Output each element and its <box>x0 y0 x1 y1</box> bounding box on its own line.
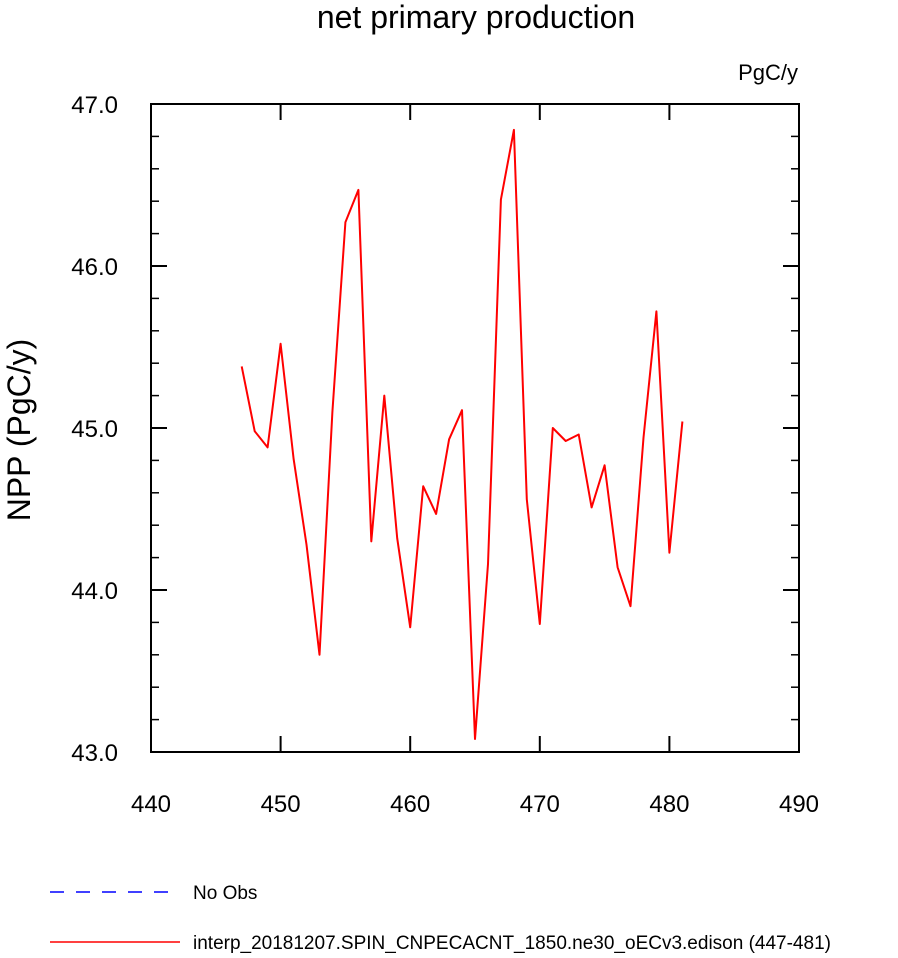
plot-frame <box>150 103 800 753</box>
legend-label: interp_20181207.SPIN_CNPECACNT_1850.ne30… <box>193 933 831 954</box>
legend-label: No Obs <box>193 883 257 904</box>
ticks-layer <box>150 103 800 753</box>
x-tick-label: 490 <box>779 791 819 818</box>
tick-labels-layer: 440 450 460 470 480 490 43.0 44.0 45.0 46.0 47.0 <box>71 92 819 818</box>
y-tick-label: 45.0 <box>71 416 118 443</box>
x-tick-label: 460 <box>390 791 430 818</box>
y-tick-label: 44.0 <box>71 578 118 605</box>
x-tick-label: 450 <box>261 791 301 818</box>
series-layer <box>240 128 684 740</box>
x-tick-label: 480 <box>649 791 689 818</box>
y-tick-label: 43.0 <box>71 740 118 767</box>
y-tick-label: 47.0 <box>71 92 118 119</box>
x-tick-label: 470 <box>520 791 560 818</box>
y-axis-label: NPP (PgC/y) <box>1 339 37 522</box>
x-tick-label: 440 <box>131 791 171 818</box>
units-label: PgC/y <box>738 60 798 85</box>
y-tick-label: 46.0 <box>71 254 118 281</box>
series-line <box>240 128 684 740</box>
legend: No Obs interp_20181207.SPIN_CNPECACNT_185… <box>50 883 831 954</box>
chart-title: net primary production <box>317 0 635 35</box>
